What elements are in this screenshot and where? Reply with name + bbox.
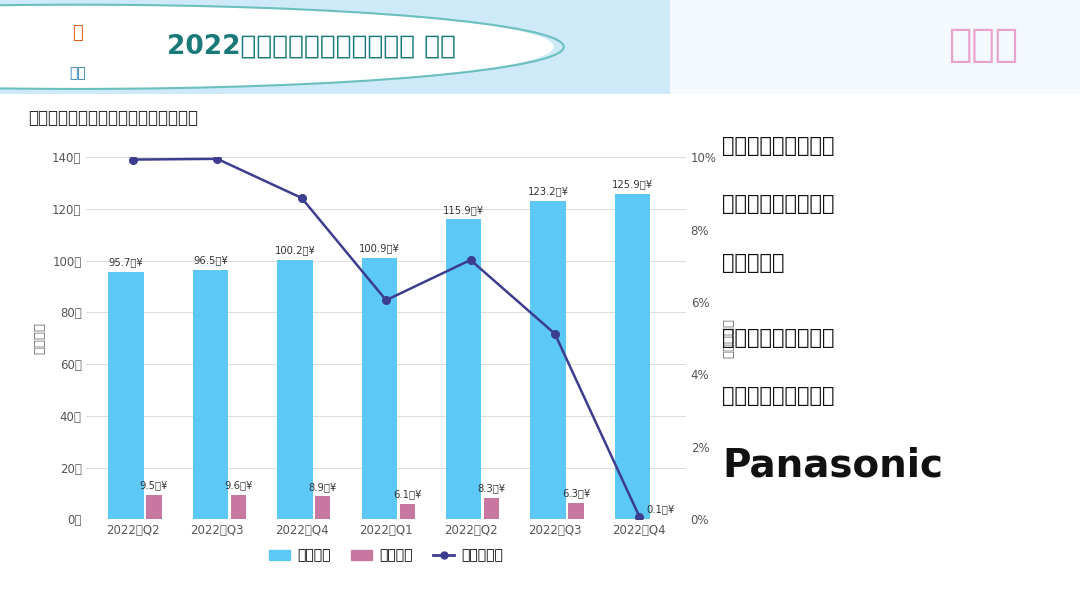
Text: 125.9亿¥: 125.9亿¥ xyxy=(612,179,653,189)
Text: 100.9亿¥: 100.9亿¥ xyxy=(359,243,400,254)
Circle shape xyxy=(0,5,553,88)
Bar xyxy=(670,0,1080,94)
Bar xyxy=(108,272,144,519)
Text: 在全球大的电池企业: 在全球大的电池企业 xyxy=(723,136,835,156)
Text: 115.9亿¥: 115.9亿¥ xyxy=(443,205,484,215)
Y-axis label: 季度营收: 季度营收 xyxy=(33,323,46,354)
Text: 123.2亿¥: 123.2亿¥ xyxy=(528,186,569,196)
Text: 8.9亿¥: 8.9亿¥ xyxy=(309,482,337,492)
Bar xyxy=(278,260,312,519)
Text: 松下停滞了: 松下停滞了 xyxy=(723,252,784,273)
Text: 0.1亿¥: 0.1亿¥ xyxy=(646,504,675,515)
Text: 95.7亿¥: 95.7亿¥ xyxy=(109,257,144,267)
Bar xyxy=(446,219,482,519)
Text: 🚲: 🚲 xyxy=(72,24,83,42)
Y-axis label: 营业利润率: 营业利润率 xyxy=(723,318,735,358)
Text: 烟烟说: 烟烟说 xyxy=(948,26,1017,64)
Bar xyxy=(530,201,566,519)
Bar xyxy=(315,496,330,519)
Legend: 营业收入, 营业利润, 营业利润率: 营业收入, 营业利润, 营业利润率 xyxy=(264,543,509,568)
Text: 8.3亿¥: 8.3亿¥ xyxy=(477,483,505,493)
Text: 丰田等少数汽车企业: 丰田等少数汽车企业 xyxy=(723,386,835,406)
Text: 100.2亿¥: 100.2亿¥ xyxy=(274,245,315,255)
Text: 9.5亿¥: 9.5亿¥ xyxy=(139,480,168,490)
Text: 96.5亿¥: 96.5亿¥ xyxy=(193,255,228,265)
Bar xyxy=(147,495,162,519)
Text: 9.6亿¥: 9.6亿¥ xyxy=(225,480,253,490)
Text: 分季度来看松下能源的营收和利润情况: 分季度来看松下能源的营收和利润情况 xyxy=(28,109,199,127)
Bar xyxy=(192,269,228,519)
Text: Panasonic: Panasonic xyxy=(723,446,943,484)
Text: 6.1亿¥: 6.1亿¥ xyxy=(393,489,421,499)
Bar xyxy=(400,504,415,519)
Bar xyxy=(615,193,650,519)
Bar xyxy=(0,0,670,94)
Bar xyxy=(231,495,246,519)
Text: 2022年全球十大动力电池企业 松下: 2022年全球十大动力电池企业 松下 xyxy=(167,34,457,60)
Text: 在快速发展的时候，: 在快速发展的时候， xyxy=(723,194,835,214)
Text: 6.3亿¥: 6.3亿¥ xyxy=(562,489,590,498)
Bar xyxy=(484,498,499,519)
Bar xyxy=(568,503,583,519)
Text: 芝能: 芝能 xyxy=(69,66,86,80)
Text: 客户局限于特斯拉和: 客户局限于特斯拉和 xyxy=(723,328,835,348)
Bar xyxy=(362,259,397,519)
